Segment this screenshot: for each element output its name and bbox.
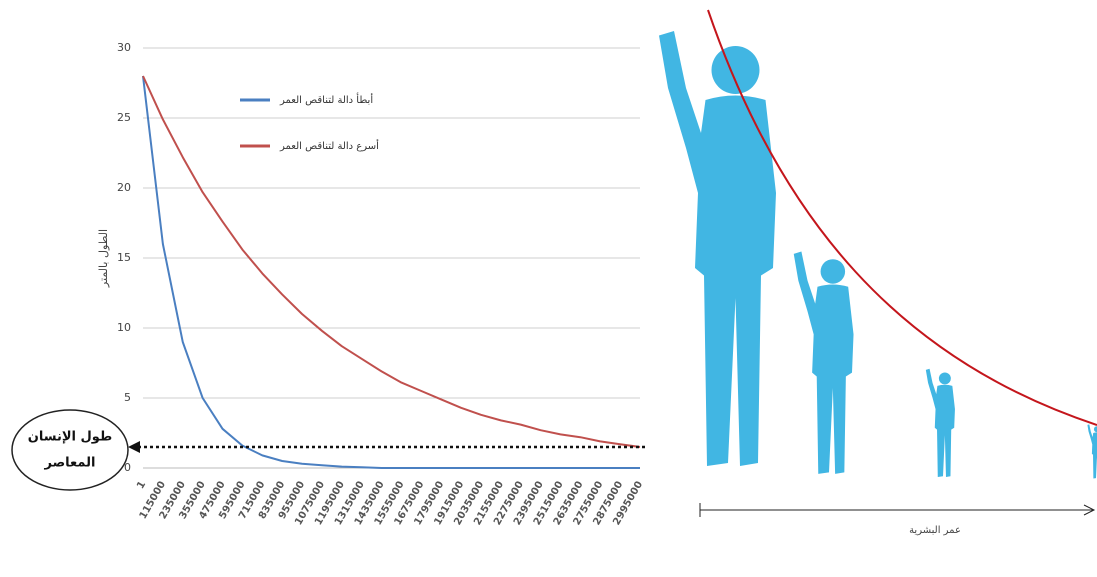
figure: عمر البشرية: [659, 9, 1097, 536]
y-tick-label: 15: [117, 251, 131, 264]
series-line: [142, 75, 641, 448]
y-tick-label: 20: [117, 181, 131, 194]
y-tick-label: 0: [124, 461, 131, 474]
human-silhouette: [793, 251, 854, 474]
human-silhouette: [925, 368, 955, 478]
figure-curve: [707, 9, 1097, 426]
figure-axis-arrow: [1083, 504, 1096, 516]
annotation-text: طول الإنسان: [28, 430, 112, 445]
figure-axis-label: عمر البشرية: [909, 525, 961, 536]
annotation-bubble: [11, 409, 129, 491]
y-tick-label: 25: [117, 111, 131, 124]
y-tick-label: 5: [124, 391, 131, 404]
y-axis-label: الطول بالمتر: [97, 229, 110, 288]
annotation: طول الإنسان المعاصر: [11, 409, 129, 491]
y-tick-label: 30: [117, 41, 131, 54]
x-tick-label: 1: [135, 479, 148, 491]
legend-label: أسرع دالة لتناقص العمر: [279, 139, 379, 152]
annotation-text: المعاصر: [44, 456, 96, 471]
human-silhouette: [659, 31, 776, 466]
legend-label: أبطأ دالة لتناقص العمر: [279, 92, 373, 106]
human-silhouette: [1087, 424, 1097, 479]
reference-arrowhead: [128, 441, 140, 453]
y-tick-label: 10: [117, 321, 131, 334]
series-line: [142, 75, 640, 469]
